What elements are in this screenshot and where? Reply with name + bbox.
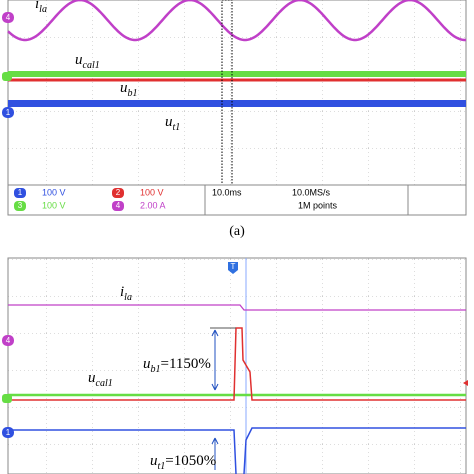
label-sub: t1	[173, 122, 181, 133]
label-sub: b1	[128, 88, 138, 99]
label-sub: la	[39, 4, 47, 15]
channel-scale: 100 V	[140, 187, 164, 197]
label: ucal1	[88, 370, 113, 389]
channel-number: 1	[18, 188, 23, 197]
label-sub: cal1	[83, 60, 100, 71]
label-base: u	[88, 370, 96, 386]
label-base: u	[75, 52, 83, 68]
timebase: 10.0ms	[212, 187, 242, 197]
label: ila	[35, 0, 47, 15]
marker	[2, 427, 14, 438]
marker	[2, 335, 14, 346]
label: ub1=1150%	[143, 356, 211, 375]
arrows	[211, 329, 219, 470]
ucal-waveform	[8, 71, 466, 77]
label-sub: la	[124, 292, 132, 303]
ila-waveform	[8, 304, 466, 311]
ut-waveform	[8, 427, 466, 474]
channel-number: 3	[18, 201, 23, 210]
label: ucal1	[75, 52, 100, 71]
label-base: u	[165, 114, 173, 130]
label: ut1=1050%	[150, 453, 216, 472]
trigger-label: T	[231, 262, 236, 271]
trigger-marker	[228, 262, 238, 274]
label-base: u	[143, 356, 151, 372]
sample-rate: 10.0MS/s	[292, 187, 331, 197]
marker-label: 1	[6, 108, 11, 117]
label-base: i	[35, 0, 39, 12]
channel-scale: 100 V	[42, 200, 66, 210]
channel-scale: 100 V	[42, 187, 66, 197]
scope-screen-b	[7, 257, 467, 474]
marker	[2, 12, 14, 23]
label-base: u	[150, 453, 158, 469]
label: ub1	[120, 80, 138, 99]
label-sub: b1	[151, 364, 161, 375]
ila-waveform	[7, 0, 466, 42]
label: ut1	[165, 114, 180, 133]
zoom-window	[221, 0, 233, 186]
label-sub: t1	[158, 461, 166, 472]
channel-scale: 2.00 A	[140, 200, 166, 210]
marker-label: 1	[6, 428, 11, 437]
status-bar	[7, 184, 467, 216]
label-rest: =1050%	[165, 453, 216, 469]
ut-waveform	[8, 100, 466, 107]
channel-badge	[112, 201, 124, 211]
marker	[2, 72, 12, 81]
label: ila	[120, 284, 132, 303]
scope-screen-a	[7, 0, 467, 186]
ub-waveform	[8, 327, 466, 401]
marker-label: 4	[6, 13, 11, 22]
marker	[2, 394, 12, 403]
channel-badge	[112, 188, 124, 198]
marker-label: 4	[6, 336, 11, 345]
label-rest: =1150%	[161, 356, 211, 372]
label-sub: cal1	[96, 378, 113, 389]
record-length: 1M points	[298, 200, 338, 210]
label-base: u	[120, 80, 128, 96]
marker	[463, 380, 468, 386]
caption: (a)	[229, 224, 245, 239]
channel-badge	[14, 201, 26, 211]
label-base: i	[120, 284, 124, 300]
channel-badge	[14, 188, 26, 198]
channel-number: 4	[116, 201, 121, 210]
marker	[2, 107, 14, 118]
channel-number: 2	[116, 188, 121, 197]
